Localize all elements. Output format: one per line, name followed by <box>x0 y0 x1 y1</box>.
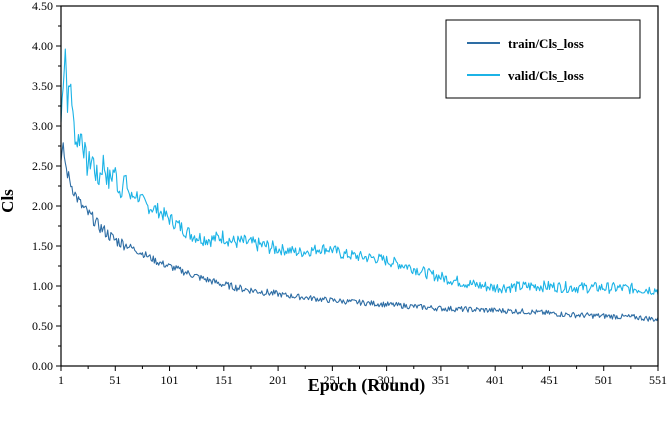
y-axis-label-text: Cls <box>0 189 17 213</box>
x-tick-label: 151 <box>215 373 233 387</box>
y-tick-label: 3.50 <box>32 79 53 93</box>
legend-label-train: train/Cls_loss <box>508 36 584 51</box>
y-tick-label: 3.00 <box>32 119 53 133</box>
x-tick-label: 351 <box>432 373 450 387</box>
y-tick-label: 0.50 <box>32 319 53 333</box>
x-tick-label: 1 <box>58 373 64 387</box>
y-tick-label: 2.00 <box>32 199 53 213</box>
axis-ticks: 0.00 0.50 1.00 1.50 2.00 2.50 3.00 3.50 4.00 4.50… <box>32 0 667 387</box>
x-tick-label: 101 <box>161 373 179 387</box>
y-tick-label: 0.00 <box>32 359 53 373</box>
y-tick-label: 4.50 <box>32 0 53 13</box>
x-tick-label: 51 <box>109 373 121 387</box>
x-tick-label: 551 <box>649 373 667 387</box>
y-tick-label: 2.50 <box>32 159 53 173</box>
y-tick-label: 1.50 <box>32 239 53 253</box>
legend: train/Cls_loss valid/Cls_loss <box>445 19 641 99</box>
x-tick-label: 501 <box>595 373 613 387</box>
x-tick-label: 201 <box>269 373 287 387</box>
y-axis-label: Cls <box>0 189 17 213</box>
x-tick-label: 451 <box>540 373 558 387</box>
series-layer <box>60 48 659 322</box>
x-tick-label: 251 <box>323 373 341 387</box>
series-line-valid <box>60 48 659 295</box>
x-axis-label: Epoch (Round) <box>308 375 426 396</box>
series-line-train <box>60 142 659 322</box>
x-tick-label: 401 <box>486 373 504 387</box>
legend-box <box>445 19 641 99</box>
x-tick-label: 301 <box>378 373 396 387</box>
y-tick-label: 1.00 <box>32 279 53 293</box>
legend-label-valid: valid/Cls_loss <box>508 68 584 83</box>
y-tick-label: 4.00 <box>32 39 53 53</box>
